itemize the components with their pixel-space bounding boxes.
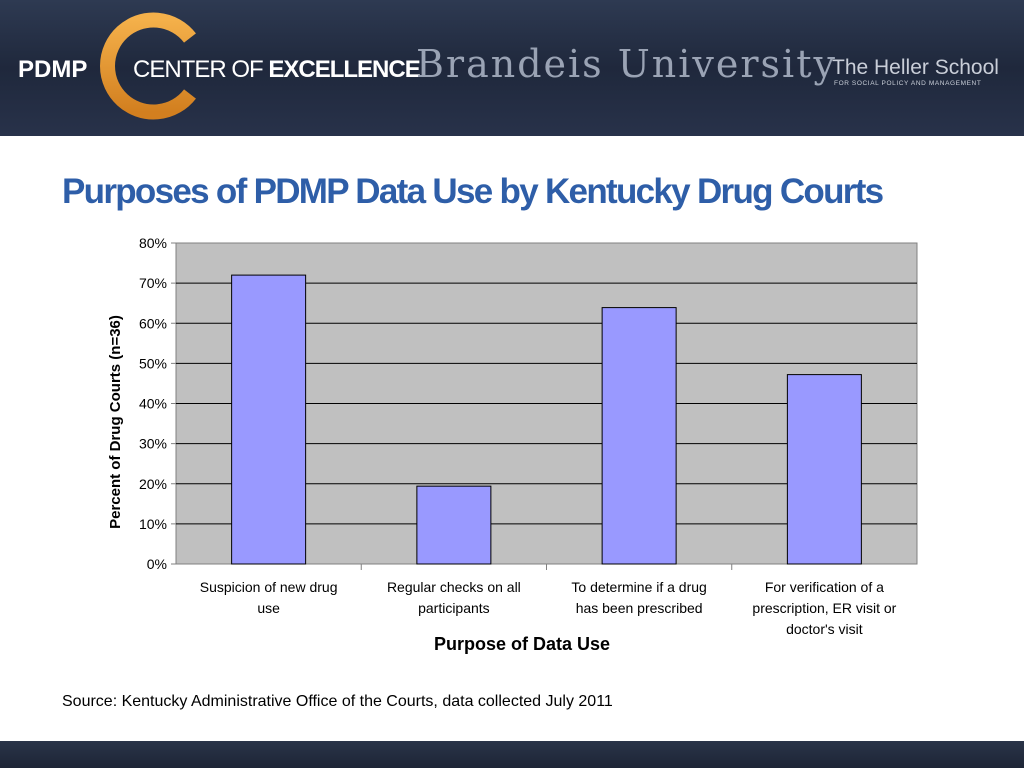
y-tick-label: 80% bbox=[139, 235, 167, 251]
slide-title: Purposes of PDMP Data Use by Kentucky Dr… bbox=[62, 172, 884, 211]
bars bbox=[231, 274, 862, 565]
y-tick-label: 50% bbox=[139, 355, 167, 371]
bar bbox=[786, 374, 862, 565]
y-tick-label: 60% bbox=[139, 315, 167, 331]
excellence-text: EXCELLENCE bbox=[268, 56, 420, 83]
center-of-excellence-text: CENTER OF EXCELLENCE bbox=[133, 56, 421, 84]
source-note: Source: Kentucky Administrative Office o… bbox=[62, 693, 613, 710]
bar bbox=[231, 274, 307, 565]
y-tick-label: 40% bbox=[139, 396, 167, 412]
x-tick-label: For verification of a prescription, ER vi… bbox=[752, 579, 896, 637]
x-axis-label: Purpose of Data Use bbox=[434, 634, 610, 654]
y-tick-label: 10% bbox=[139, 516, 167, 532]
x-tick-label: Suspicion of new drug use bbox=[200, 579, 338, 616]
y-tick-label: 0% bbox=[147, 556, 167, 572]
y-axis-label: Percent of Drug Courts (n=36) bbox=[107, 315, 124, 529]
x-tick-label: To determine if a drug has been prescribe… bbox=[571, 579, 706, 616]
footer-bar bbox=[0, 741, 1024, 768]
bar bbox=[601, 307, 677, 565]
heller-school-text: The Heller School bbox=[832, 56, 999, 79]
bar bbox=[416, 485, 492, 565]
y-tick-label: 20% bbox=[139, 476, 167, 492]
y-tick-label: 70% bbox=[139, 275, 167, 291]
coe-ring-logo-icon bbox=[100, 12, 196, 120]
y-tick-labels: 0% 10% 20% 30% 40% 50% 60% 70% 80% bbox=[139, 235, 167, 572]
x-tick-label: Regular checks on all participants bbox=[387, 579, 521, 616]
y-tick-label: 30% bbox=[139, 436, 167, 452]
x-tick-labels: Suspicion of new drug use Regular checks o… bbox=[200, 564, 897, 637]
center-of-text: CENTER OF bbox=[133, 56, 269, 83]
pdmp-logo-text: PDMP bbox=[18, 56, 88, 83]
brandeis-university-text: Brandeis University bbox=[416, 42, 837, 86]
heller-school-subtitle: FOR SOCIAL POLICY AND MANAGEMENT bbox=[834, 80, 982, 87]
header-banner: PDMP CENTER OF EXCELLENCE Brandeis Unive… bbox=[0, 0, 1024, 136]
